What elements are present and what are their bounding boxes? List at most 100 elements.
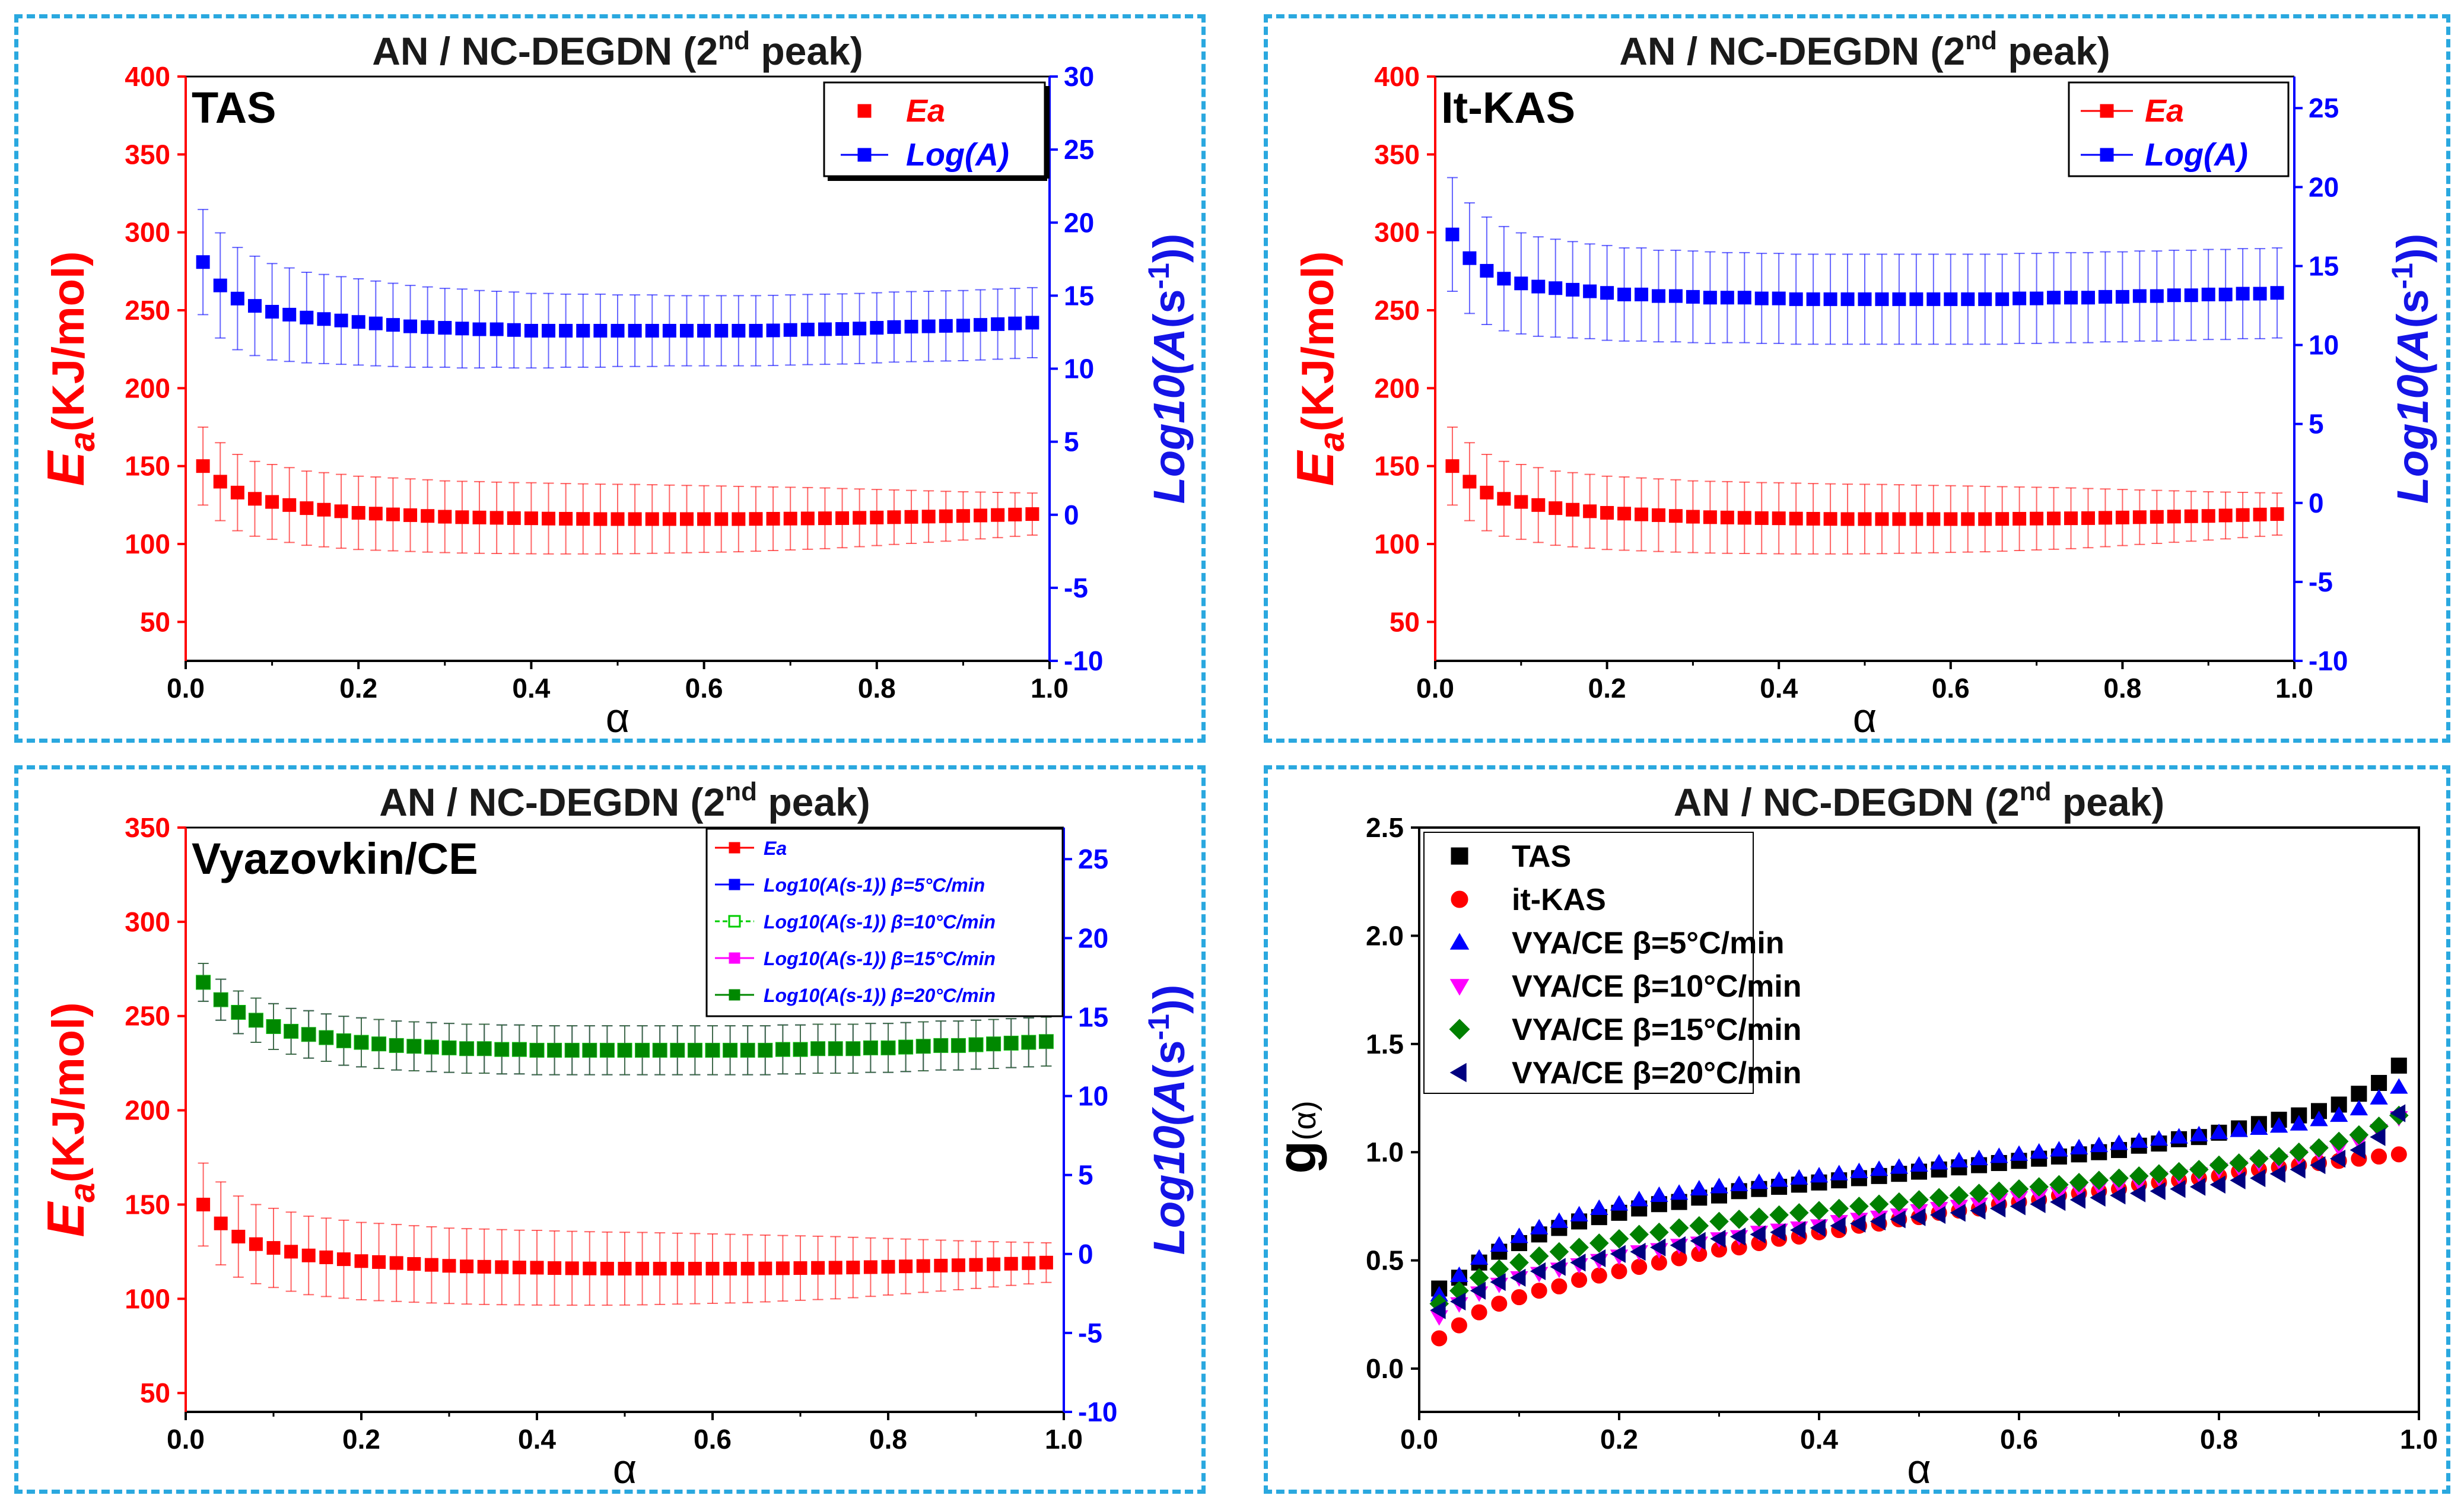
data-point	[1690, 1232, 1706, 1250]
data-point	[904, 510, 918, 524]
data-point	[2269, 1147, 2289, 1166]
data-point	[1970, 1201, 1986, 1220]
data-point	[1689, 1216, 1709, 1236]
data-point	[1710, 1178, 1728, 1194]
chart-title: AN / NC-DEGDN (2nd peak)	[372, 26, 863, 73]
y-left-axis-tick-label: 100	[125, 1283, 170, 1314]
data-point	[421, 320, 435, 334]
data-point	[1008, 507, 1022, 521]
chart-svg-it-kas: AN / NC-DEGDN (2nd peak) 0.0 0.2 0.4 0.6 0.8 1…	[1286, 26, 2437, 739]
y-left-axis-label: Ea(KJ/mol)	[36, 251, 102, 486]
data-point	[723, 1262, 737, 1276]
data-point	[1720, 510, 1734, 524]
legend-label: Ea	[764, 838, 787, 859]
y-left-axis-tick-label: 200	[125, 1095, 170, 1126]
data-point	[266, 1019, 281, 1033]
series-1	[1445, 177, 2284, 345]
y-right-axis-tick-label: -10	[1078, 1396, 1117, 1427]
data-point	[1430, 1301, 1446, 1319]
y-tick-label: 1.5	[1366, 1029, 1404, 1060]
data-point	[749, 323, 763, 338]
data-point	[969, 1038, 983, 1052]
data-point	[688, 1262, 702, 1276]
x-tick-label: 0.6	[2000, 1424, 2038, 1455]
data-point	[1858, 512, 1872, 526]
y-right-exp: -1	[1142, 1014, 1175, 1040]
y-right-axis-tick-label: 10	[2309, 330, 2339, 361]
y-left-axis-tick-label: 50	[140, 1377, 170, 1408]
data-point	[2309, 1138, 2329, 1158]
data-point	[1551, 1278, 1568, 1294]
data-point	[438, 510, 452, 524]
data-point	[600, 1262, 614, 1276]
data-point	[1810, 1219, 1826, 1237]
data-point	[732, 512, 746, 526]
data-point	[2190, 1178, 2206, 1196]
data-point	[213, 278, 227, 292]
y-axis-label: g(α)	[1268, 1100, 1327, 1173]
data-point	[1849, 1197, 1869, 1216]
data-point	[512, 1261, 526, 1275]
data-point	[1571, 1271, 1588, 1288]
data-point	[1600, 286, 1614, 300]
data-point	[870, 510, 884, 524]
title-text-end: peak)	[750, 29, 863, 73]
data-point	[196, 975, 211, 990]
data-point	[421, 509, 435, 523]
y-left-axis-tick-label: 100	[1374, 529, 1420, 559]
data-point	[1978, 512, 1992, 526]
data-point	[2098, 289, 2112, 304]
series-0	[196, 1162, 1053, 1306]
x-tick-label: 0.8	[858, 673, 896, 704]
data-point	[1769, 1205, 1789, 1225]
data-point	[1635, 507, 1649, 521]
data-point	[758, 1043, 772, 1057]
data-point	[1591, 1267, 1607, 1284]
data-point	[576, 512, 590, 526]
data-point	[247, 299, 262, 313]
data-point	[2170, 1180, 2186, 1198]
data-point	[2169, 1162, 2189, 1182]
data-point	[1480, 485, 1494, 500]
y-left-axis-tick-label: 350	[125, 139, 170, 170]
title-text-end: peak)	[2052, 780, 2165, 824]
data-point	[1022, 1256, 1036, 1270]
data-point	[389, 1256, 403, 1270]
y-left-axis-tick-label: 200	[125, 373, 170, 403]
data-point	[407, 1257, 421, 1271]
data-point	[1772, 291, 1786, 306]
data-point	[1022, 1035, 1036, 1049]
y-left-axis-tick-label: 250	[1374, 295, 1420, 326]
data-point	[600, 1043, 614, 1057]
data-point	[442, 1259, 456, 1273]
data-point	[266, 1241, 281, 1255]
data-point	[1611, 1263, 1627, 1280]
data-point	[2012, 511, 2027, 526]
y-label-main: E	[36, 450, 95, 486]
x-tick-label: 1.0	[1045, 1424, 1083, 1455]
data-point	[775, 1261, 790, 1275]
legend-marker	[1451, 890, 1468, 908]
data-point	[1549, 501, 1563, 516]
y-right-unit: (s	[1144, 289, 1194, 328]
data-point	[2109, 1168, 2129, 1188]
legend-marker	[1449, 933, 1470, 950]
data-point	[1569, 1237, 1589, 1258]
data-point	[828, 1261, 842, 1275]
data-point	[1929, 1205, 1946, 1224]
data-point	[1617, 287, 1632, 301]
data-point	[863, 1041, 877, 1055]
data-point	[1469, 1268, 1489, 1288]
data-point	[635, 1043, 650, 1057]
data-point	[317, 312, 331, 326]
series-0	[196, 427, 1039, 555]
panel-label: TAS	[192, 83, 276, 132]
data-point	[1910, 1208, 1926, 1226]
y-left-axis-tick-label: 50	[1390, 606, 1420, 637]
data-point	[611, 512, 625, 526]
data-point	[319, 1030, 333, 1045]
data-point	[317, 502, 331, 517]
data-point	[1570, 1205, 1588, 1221]
data-point	[1889, 1192, 1909, 1212]
chart-panel-tas: AN / NC-DEGDN (2nd peak) 0.0 0.2 0.4 0.6 0.8 1…	[14, 14, 1206, 743]
